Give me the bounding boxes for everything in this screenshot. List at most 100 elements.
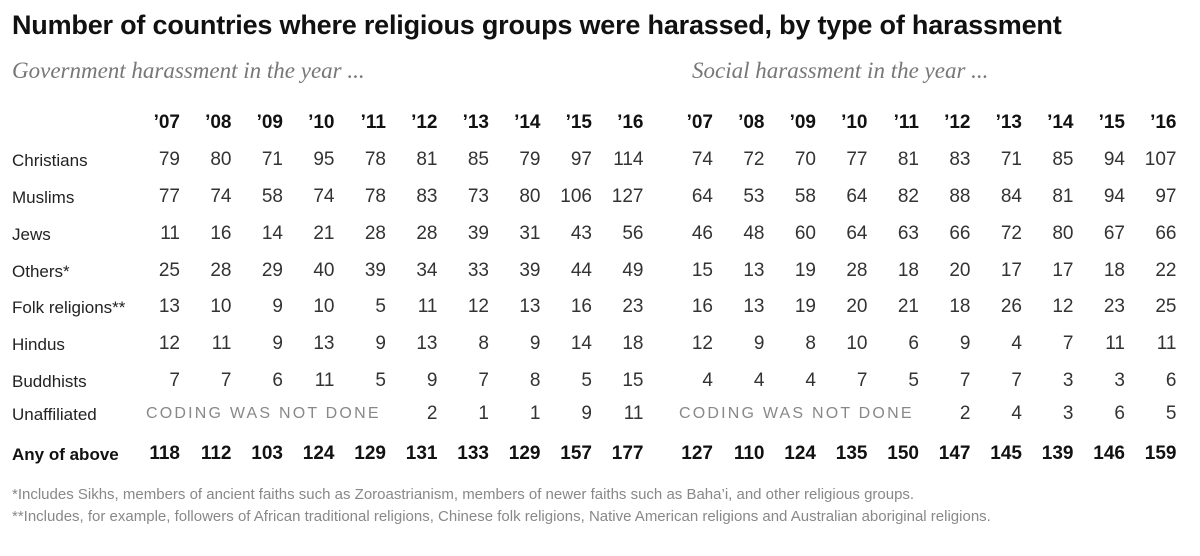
social-data-cell: 81	[1052, 186, 1074, 207]
government-data-cell: 11	[314, 370, 335, 391]
social-panel-subtitle: Social harassment in the year ...	[692, 58, 989, 83]
government-data-cell: 74	[210, 186, 232, 207]
government-data-cell: 23	[622, 296, 644, 317]
government-data-cell: 85	[467, 149, 489, 170]
footnotes: *Includes Sikhs, members of ancient fait…	[12, 484, 1192, 528]
government-year-header: ’13	[462, 112, 489, 133]
government-coding-note: CODING WAS NOT DONE	[146, 405, 381, 422]
row-label: Hindus	[12, 335, 65, 354]
social-data-cell: 17	[1052, 260, 1074, 281]
social-data-cell: 6	[908, 333, 919, 354]
government-data-cell: 73	[467, 186, 489, 207]
social-data-cell: 11	[1105, 333, 1125, 354]
government-data-cell: 40	[313, 260, 335, 281]
social-data-cell: 23	[1103, 296, 1125, 317]
social-data-cell: 72	[743, 149, 765, 170]
social-data-cell: 4	[805, 370, 816, 391]
social-data-cell: 159	[1144, 443, 1177, 464]
government-data-cell: 11	[623, 403, 644, 424]
government-data-cell: 97	[570, 149, 592, 170]
government-data-cell: 39	[519, 260, 541, 281]
social-year-header: ’12	[944, 112, 971, 133]
social-data-cell: 46	[691, 223, 713, 244]
government-data-cell: 7	[478, 370, 489, 391]
row-label: Folk religions**	[12, 298, 126, 317]
social-data-cell: 64	[846, 186, 868, 207]
social-data-cell: 6	[1165, 370, 1177, 391]
social-data-cell: 74	[691, 149, 713, 170]
government-year-header: ’12	[411, 112, 438, 133]
social-data-cell: 2	[959, 403, 971, 424]
social-data-cell: 28	[846, 260, 868, 281]
social-data-cell: 77	[846, 149, 868, 170]
government-data-cell: 71	[261, 149, 283, 170]
government-data-cell: 16	[210, 223, 232, 244]
footnote-others: *Includes Sikhs, members of ancient fait…	[12, 486, 915, 503]
social-data-cell: 7	[856, 370, 868, 391]
social-data-cell: 20	[949, 260, 971, 281]
government-data-cell: 11	[417, 296, 438, 317]
row-label: Jews	[12, 225, 51, 244]
government-data-cell: 106	[560, 186, 592, 207]
social-data-cell: 127	[681, 443, 713, 464]
government-data-cell: 14	[570, 333, 592, 354]
social-data-cell: 97	[1155, 186, 1177, 207]
government-data-cell: 39	[364, 260, 386, 281]
government-data-cell: 5	[581, 370, 592, 391]
government-data-cell: 12	[467, 296, 489, 317]
social-data-cell: 71	[1000, 149, 1022, 170]
government-year-header: ’11	[360, 112, 386, 133]
government-data-cell: 118	[149, 443, 180, 464]
government-data-cell: 56	[622, 223, 644, 244]
social-data-cell: 3	[1062, 370, 1074, 391]
social-data-cell: 25	[1155, 296, 1177, 317]
government-data-cell: 78	[364, 149, 386, 170]
social-data-cell: 16	[691, 296, 713, 317]
social-data-cell: 7	[1011, 370, 1022, 391]
harassment-table: Christians Muslims Jews Others* Folk religio…	[12, 112, 1177, 464]
social-data-cell: 12	[1052, 296, 1074, 317]
social-data-cell: 3	[1062, 403, 1074, 424]
chart-title: Number of countries where religious grou…	[12, 10, 1062, 40]
social-data-cell: 147	[938, 443, 971, 464]
government-data-cell: 13	[519, 296, 541, 317]
social-data-cell: 64	[691, 186, 713, 207]
government-data-cell: 114	[613, 149, 644, 170]
social-data-cell: 110	[733, 443, 765, 464]
footnote-folk-religions: **Includes, for example, followers of Af…	[12, 508, 991, 525]
government-data-cell: 74	[313, 186, 335, 207]
government-data-cell: 9	[581, 403, 592, 424]
row-label: Muslims	[12, 188, 75, 207]
social-data-cell: 9	[959, 333, 971, 354]
social-data-cell: 18	[1103, 260, 1125, 281]
social-year-header: ’15	[1098, 112, 1125, 133]
row-label: Others*	[12, 262, 70, 281]
row-label: Unaffiliated	[12, 405, 97, 424]
government-data-cell: 44	[570, 260, 592, 281]
government-data-cell: 129	[508, 443, 541, 464]
social-data-cell: 63	[897, 223, 919, 244]
government-data-cell: 112	[200, 443, 232, 464]
government-data-cell: 21	[313, 223, 335, 244]
government-data-cell: 11	[160, 223, 180, 244]
social-year-header: ’09	[789, 112, 816, 133]
government-data-cell: 127	[611, 186, 644, 207]
social-data-cell: 84	[1000, 186, 1022, 207]
row-label: Buddhists	[12, 372, 87, 391]
social-coding-note: CODING WAS NOT DONE	[679, 405, 914, 422]
government-data-cell: 28	[364, 223, 386, 244]
social-data-cell: 15	[691, 260, 713, 281]
government-data-cell: 7	[220, 370, 232, 391]
social-data-cell: 18	[949, 296, 971, 317]
social-year-header: ’08	[738, 112, 765, 133]
government-data-cell: 103	[251, 443, 283, 464]
government-data-cell: 9	[272, 296, 283, 317]
government-data-cell: 39	[467, 223, 489, 244]
government-data-cell: 28	[210, 260, 232, 281]
social-data-cell: 4	[1011, 333, 1022, 354]
social-data-cell: 150	[887, 443, 919, 464]
government-year-header: ’07	[153, 112, 180, 133]
social-data-cell: 88	[949, 186, 971, 207]
government-data-cell: 12	[158, 333, 180, 354]
government-data-cell: 15	[622, 370, 644, 391]
